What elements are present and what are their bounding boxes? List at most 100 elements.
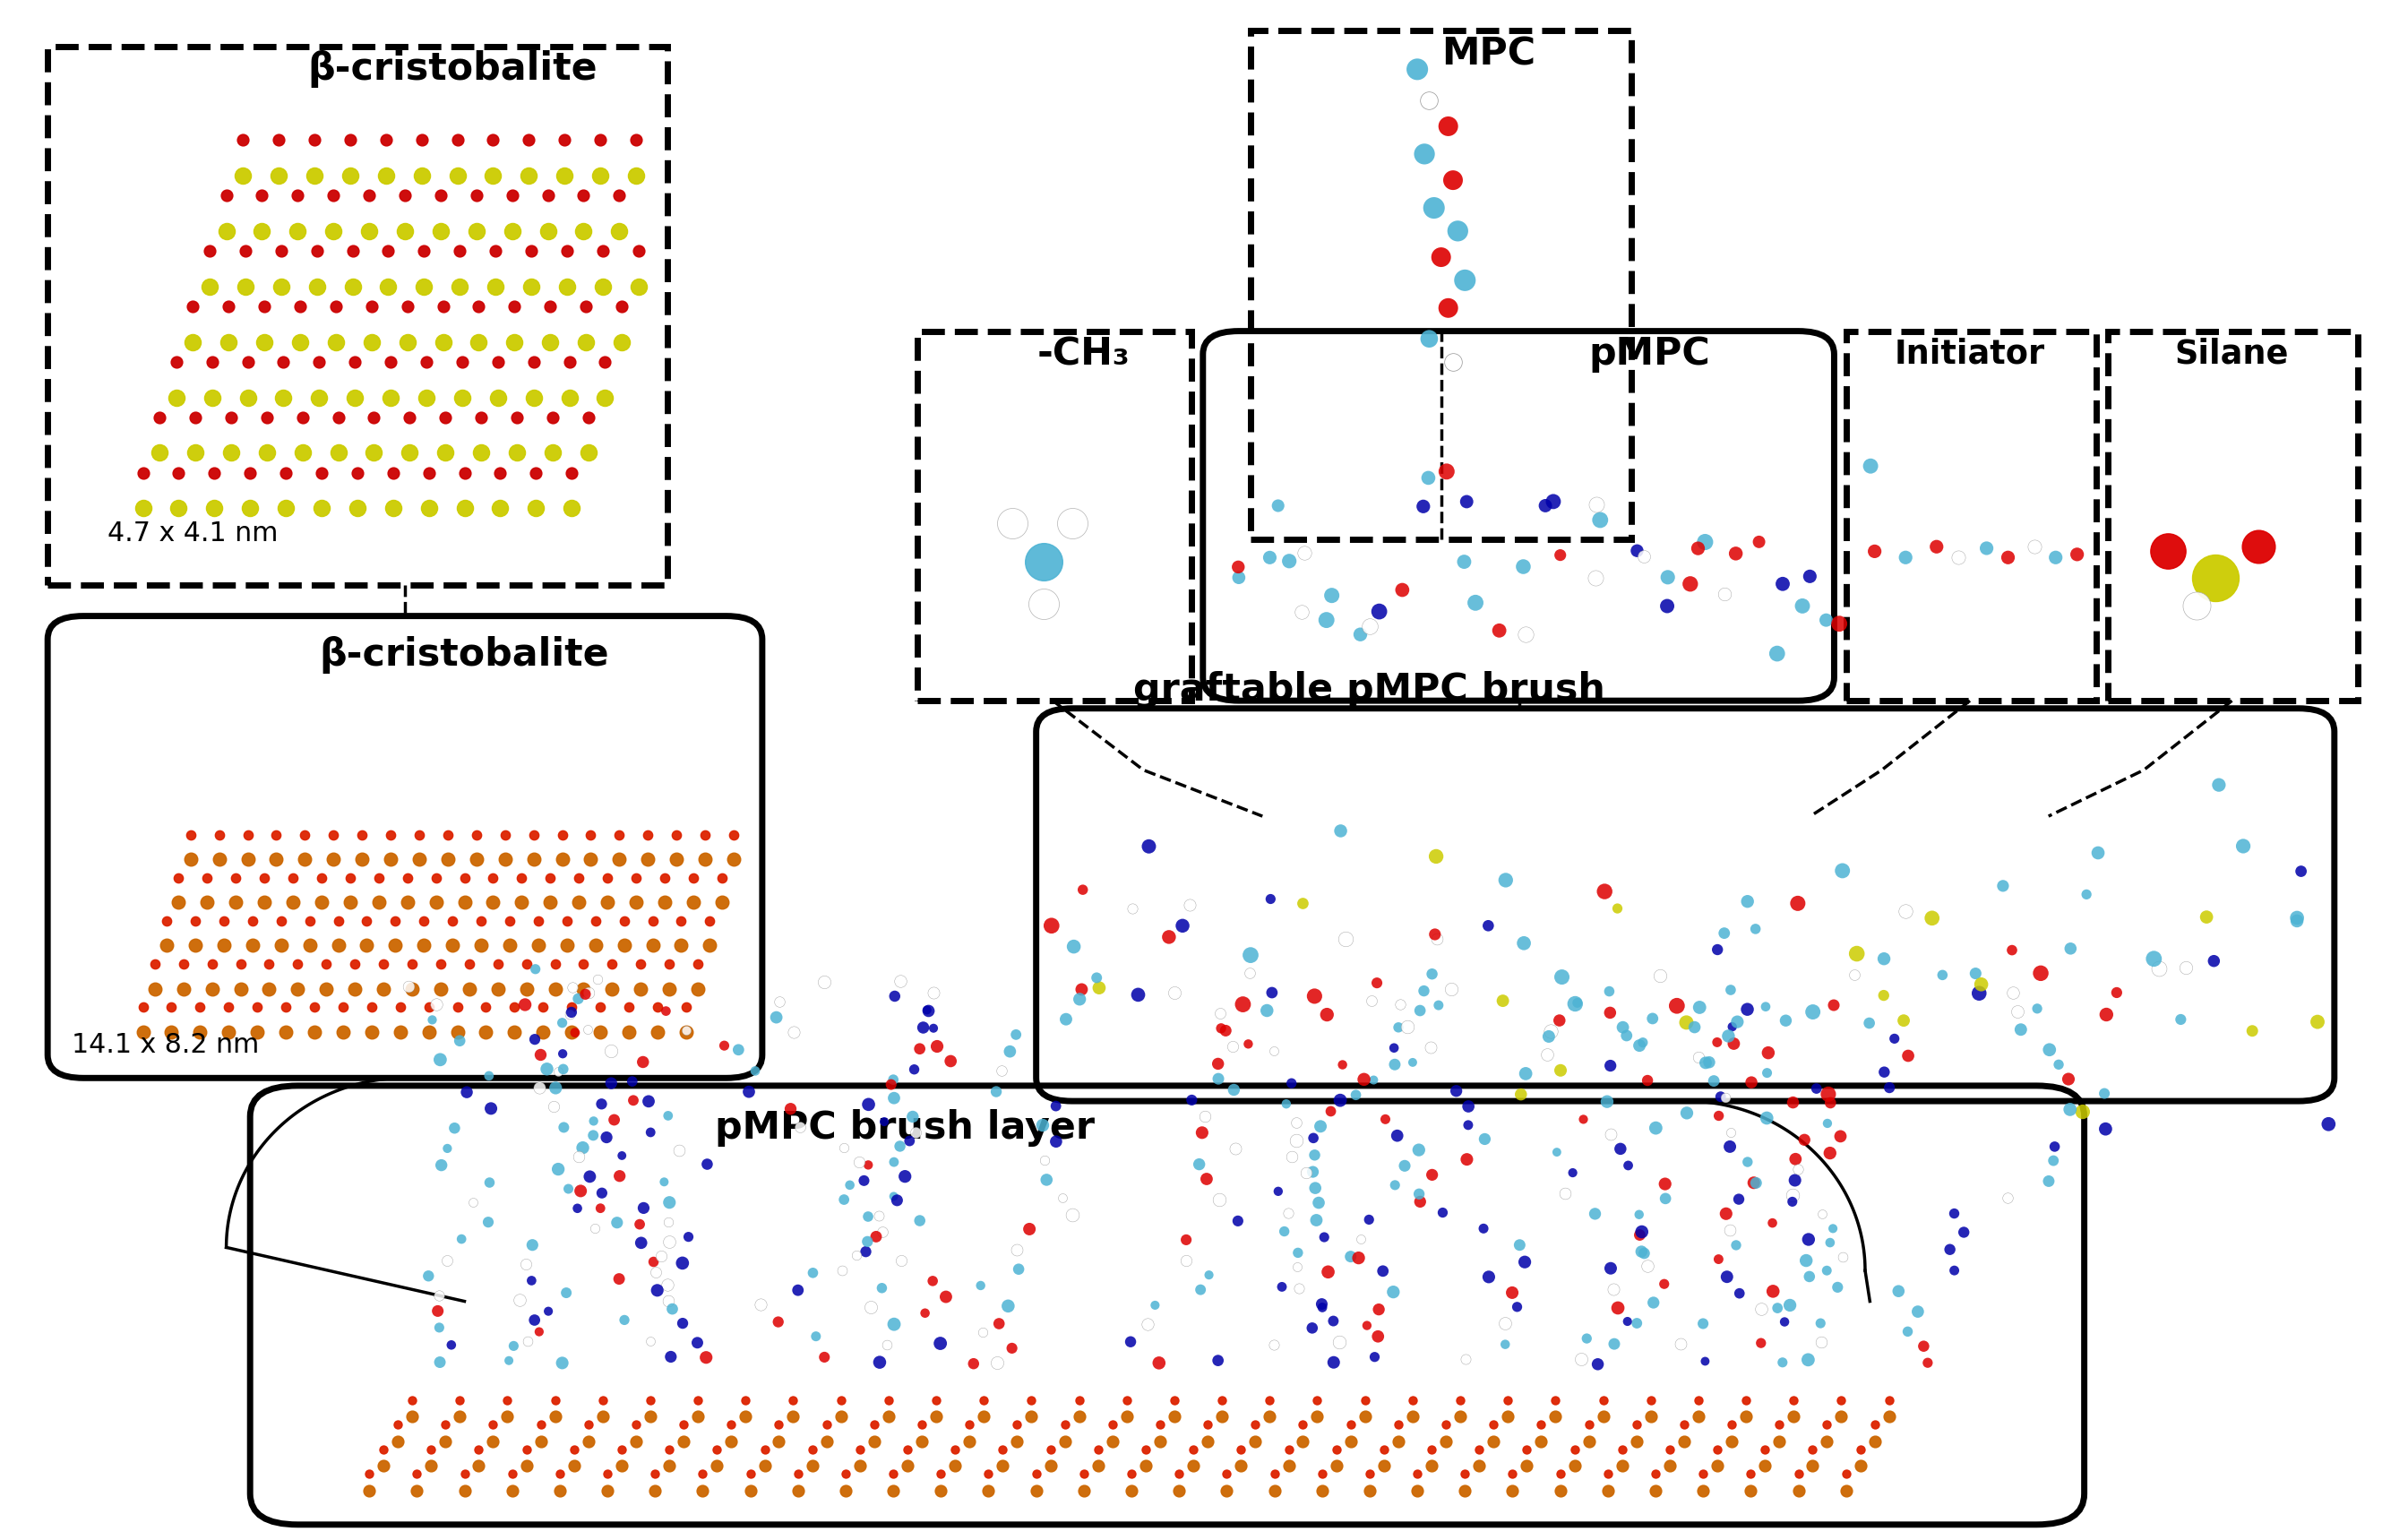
Point [1324, 1052, 1363, 1076]
Point [231, 460, 269, 485]
Point [431, 1332, 469, 1357]
Point [793, 1261, 831, 1286]
Point [1541, 1009, 1579, 1033]
Point [1160, 1461, 1198, 1486]
Point [495, 330, 534, 354]
Point [1789, 1348, 1827, 1372]
Point [512, 274, 550, 299]
Point [360, 865, 398, 890]
Point [550, 1001, 588, 1026]
Point [1203, 1388, 1241, 1412]
Point [388, 890, 426, 915]
Point [319, 909, 357, 933]
Point [1820, 611, 1858, 636]
Point [622, 976, 660, 1001]
Point [519, 1075, 557, 1100]
Point [1913, 906, 1951, 930]
Point [279, 976, 317, 1001]
Point [426, 440, 464, 465]
Point [617, 890, 655, 915]
Point [1079, 975, 1117, 999]
Point [1617, 1311, 1655, 1335]
Point [793, 1437, 831, 1461]
Point [522, 1429, 560, 1454]
Point [1270, 1200, 1308, 1224]
Point [1036, 1093, 1074, 1118]
Point [398, 1478, 436, 1503]
Point [712, 1412, 750, 1437]
Bar [48, 46, 667, 585]
Point [772, 1096, 810, 1121]
Point [417, 865, 455, 890]
Point [641, 1244, 679, 1269]
Point [888, 1437, 927, 1461]
Point [474, 128, 512, 152]
Point [507, 1454, 545, 1478]
Point [584, 1404, 622, 1429]
Point [2018, 996, 2056, 1021]
Point [867, 1332, 905, 1357]
Point [355, 440, 393, 465]
Point [548, 239, 586, 263]
Point [279, 952, 317, 976]
Point [1303, 1295, 1341, 1320]
Point [176, 933, 214, 958]
Point [822, 1404, 860, 1429]
Point [1789, 1227, 1827, 1252]
Point [1270, 1437, 1308, 1461]
Point [491, 909, 529, 933]
Point [403, 163, 441, 188]
Point [422, 976, 460, 1001]
Point [233, 933, 272, 958]
Point [662, 909, 700, 933]
Point [565, 183, 603, 208]
Point [1000, 1257, 1039, 1281]
Point [336, 952, 374, 976]
Point [441, 274, 479, 299]
Point [1060, 987, 1098, 1012]
Point [2079, 841, 2118, 865]
Point [1065, 1478, 1103, 1503]
Point [1310, 1260, 1348, 1284]
Point [1474, 1412, 1513, 1437]
Point [1272, 1070, 1310, 1095]
Point [1779, 1478, 1817, 1503]
Point [1598, 896, 1636, 921]
Point [600, 183, 638, 208]
Text: 14.1 x 8.2 nm: 14.1 x 8.2 nm [71, 1032, 260, 1058]
Point [1746, 1454, 1784, 1478]
Point [543, 1041, 581, 1066]
Point [1710, 1024, 1748, 1049]
Point [1420, 993, 1458, 1018]
Point [579, 967, 617, 992]
Point [684, 1478, 722, 1503]
Point [1596, 1332, 1634, 1357]
Point [2277, 906, 2315, 930]
Point [593, 976, 631, 1001]
Point [462, 909, 500, 933]
Point [1374, 1035, 1413, 1060]
Point [981, 1058, 1019, 1083]
Point [646, 865, 684, 890]
Point [467, 995, 505, 1019]
Point [450, 952, 488, 976]
Point [286, 847, 324, 872]
Point [250, 976, 288, 1001]
Point [1174, 1437, 1212, 1461]
Point [731, 1461, 769, 1486]
Point [1939, 545, 1977, 570]
Point [543, 847, 581, 872]
Point [588, 1478, 626, 1503]
Point [634, 909, 672, 933]
Point [507, 1252, 545, 1277]
Point [1851, 454, 1889, 479]
Point [1079, 1437, 1117, 1461]
Point [1460, 1454, 1498, 1478]
Point [1486, 1332, 1524, 1357]
Point [1251, 887, 1289, 912]
Point [1053, 1203, 1091, 1227]
Point [1255, 1332, 1293, 1357]
Point [1332, 1412, 1370, 1437]
Point [1062, 976, 1100, 1001]
Point [124, 1019, 162, 1044]
